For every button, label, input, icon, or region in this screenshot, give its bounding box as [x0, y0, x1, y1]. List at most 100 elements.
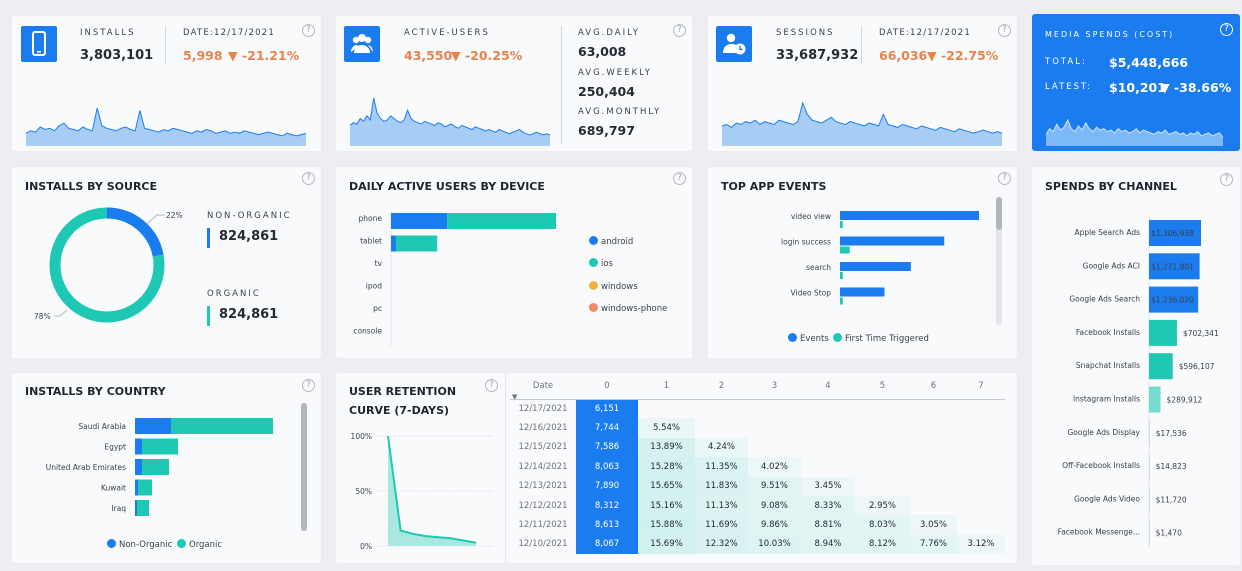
event-bar[interactable] — [840, 287, 885, 297]
channel-category-label: Facebook Installs — [1076, 328, 1140, 337]
installs-by-country-card: INSTALLS BY COUNTRY ? Saudi Arabia Egypt U… — [12, 373, 321, 563]
retention-header-row: Date 0 1 2 3 4 5 6 7 — [510, 373, 1005, 399]
avg-monthly-label: AVG.MONTHLY — [578, 107, 662, 117]
event-bar[interactable] — [840, 211, 979, 220]
channel-bar[interactable] — [1149, 419, 1150, 446]
help-icon[interactable]: ? — [302, 172, 315, 185]
sparkline-line — [26, 107, 306, 137]
legend-ios-label: ios — [601, 259, 613, 269]
retention-cell: 8,613 — [576, 515, 638, 535]
channel-bar[interactable] — [1149, 453, 1150, 480]
first-time-bar[interactable] — [840, 221, 843, 228]
event-bar[interactable] — [840, 262, 911, 271]
help-icon[interactable]: ? — [998, 172, 1011, 185]
retention-cell: 8,063 — [576, 457, 638, 477]
retention-cell: 11.83% — [695, 476, 748, 496]
device-category-label: console — [353, 327, 382, 336]
spends-by-channel-title: SPENDS BY CHANNEL — [1045, 180, 1177, 193]
table-row: 12/16/2021 7,744 5.54% — [510, 418, 1005, 438]
phone-icon — [21, 26, 57, 62]
row-date: 12/17/2021 — [518, 403, 568, 414]
help-icon[interactable]: ? — [302, 24, 315, 37]
retention-ytick: 100% — [351, 432, 372, 441]
events-scrollbar[interactable] — [996, 197, 1002, 325]
device-bar-android[interactable] — [391, 213, 448, 229]
header-date[interactable]: Date — [532, 380, 554, 391]
installs-date: DATE:12/17/2021 — [183, 28, 275, 38]
country-category-label: Iraq — [111, 504, 126, 513]
channel-bar[interactable] — [1149, 486, 1150, 513]
help-icon[interactable]: ? — [673, 172, 686, 185]
active-users-label: ACTIVE-USERS — [404, 28, 490, 38]
legend-android: android — [589, 236, 633, 247]
retention-cell: 9.08% — [748, 495, 801, 516]
retention-title: USER RETENTION — [349, 385, 457, 398]
channel-bar[interactable] — [1149, 253, 1200, 280]
header-day[interactable]: 7 — [978, 380, 984, 391]
header-day[interactable]: 6 — [930, 380, 937, 391]
active-users-sparkline — [350, 97, 550, 146]
country-bar-non-organic[interactable] — [135, 479, 138, 496]
first-time-bar[interactable] — [840, 246, 850, 254]
channel-bar[interactable] — [1149, 386, 1161, 413]
country-bar-organic[interactable] — [142, 438, 178, 455]
channel-bar[interactable] — [1149, 286, 1199, 313]
country-bar-organic[interactable] — [137, 500, 149, 516]
table-row: 12/10/2021 8,067 15.69% 12.32% 10.03% 8.94% 8.… — [510, 534, 1005, 555]
help-icon[interactable]: ? — [1220, 173, 1233, 186]
country-scrollbar[interactable] — [301, 403, 307, 531]
channel-bar[interactable] — [1149, 519, 1150, 546]
header-day[interactable]: 5 — [879, 380, 886, 391]
country-bar-non-organic[interactable] — [135, 438, 142, 455]
retention-cell: 3.45% — [801, 476, 855, 496]
header-day[interactable]: 2 — [718, 380, 725, 391]
header-day[interactable]: 1 — [663, 380, 670, 391]
retention-cell: 15.69% — [638, 534, 695, 555]
installs-by-source-title: INSTALLS BY SOURCE — [25, 180, 157, 193]
header-day[interactable]: 4 — [825, 380, 831, 391]
help-icon[interactable]: ? — [673, 24, 686, 37]
help-icon[interactable]: ? — [998, 24, 1011, 37]
help-icon[interactable]: ? — [1220, 23, 1233, 36]
installs-daily-value: 5,998 — [183, 48, 223, 63]
first-time-bar[interactable] — [840, 272, 843, 279]
retention-cell — [910, 477, 957, 496]
channel-value-label: $596,107 — [1179, 362, 1215, 371]
organic-marker — [207, 306, 210, 326]
channel-bar[interactable] — [1149, 319, 1177, 346]
first-time-bar[interactable] — [840, 297, 843, 305]
device-bar-ios[interactable] — [447, 213, 556, 229]
retention-cell: 8.94% — [801, 534, 855, 555]
country-bar-non-organic[interactable] — [135, 418, 171, 434]
legend-first-time-label: First Time Triggered — [845, 334, 929, 344]
pct-organic: 78% — [34, 312, 51, 321]
retention-cell — [957, 457, 1005, 476]
retention-cell: 3.12% — [957, 534, 1005, 555]
country-bar-organic[interactable] — [138, 479, 152, 496]
help-icon[interactable]: ? — [302, 379, 315, 392]
legend-windows-phone-label: windows-phone — [601, 304, 668, 314]
retention-ytick: 0% — [360, 542, 372, 551]
sort-caret-icon[interactable]: ▼ — [512, 393, 518, 401]
retention-title-line2: CURVE (7-DAYS) — [349, 404, 450, 417]
row-date: 12/10/2021 — [518, 539, 568, 550]
country-bar-non-organic[interactable] — [135, 500, 137, 516]
retention-cell: 6,151 — [576, 399, 638, 419]
event-bar[interactable] — [840, 236, 945, 246]
header-day[interactable]: 3 — [771, 380, 778, 391]
sessions-label: SESSIONS — [776, 28, 835, 38]
header-day[interactable]: 0 — [604, 380, 610, 391]
channel-bar[interactable] — [1149, 220, 1201, 246]
retention-cell: 15.88% — [638, 515, 695, 535]
channel-value-label: $702,341 — [1183, 329, 1219, 338]
country-bar-organic[interactable] — [142, 459, 169, 475]
device-bar-ios[interactable] — [395, 235, 438, 252]
channel-value-label: $1,306,938 — [1151, 229, 1194, 238]
country-bar-non-organic[interactable] — [135, 459, 142, 475]
country-bar-organic[interactable] — [171, 418, 273, 434]
device-bar-android[interactable] — [391, 235, 396, 252]
retention-cell: 8.03% — [855, 515, 910, 535]
help-icon[interactable]: ? — [485, 379, 498, 392]
retention-cell — [638, 399, 695, 418]
channel-bar[interactable] — [1149, 353, 1173, 380]
